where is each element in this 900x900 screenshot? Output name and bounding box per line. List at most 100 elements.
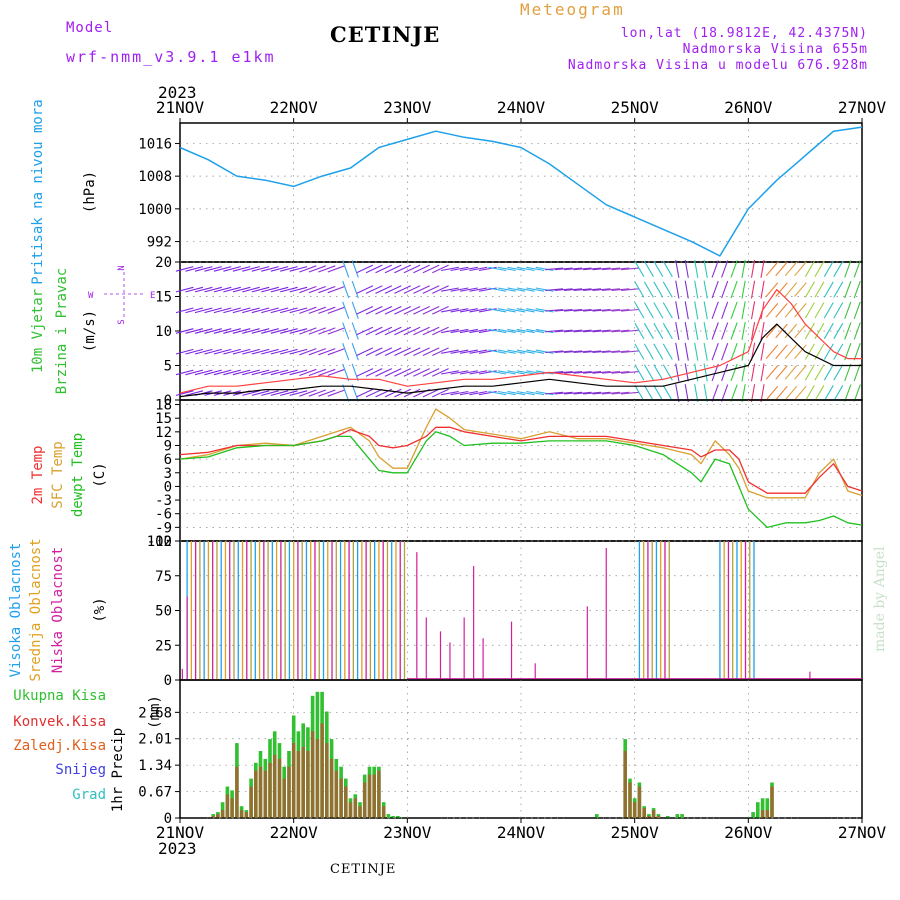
convective-precip-bar <box>220 810 225 818</box>
wind-arrow <box>488 266 507 272</box>
wind-arrow <box>356 326 374 336</box>
wind-arrow <box>601 350 621 354</box>
convective-precip-bar <box>258 766 263 818</box>
wind-arrow <box>223 348 241 355</box>
wind-arrow <box>280 328 298 334</box>
total-precip-bar <box>756 802 760 818</box>
wind-arrow <box>794 282 807 297</box>
dewpoint-line <box>179 431 863 529</box>
wind-arrow <box>422 347 440 356</box>
bottom-time-label: 26NOV <box>724 823 773 842</box>
precip-bars <box>211 691 774 818</box>
wind-arrow <box>601 329 621 333</box>
wind-arrow <box>507 328 526 334</box>
wind-arrow <box>853 260 861 278</box>
convective-precip-bar <box>647 816 651 818</box>
wind-arrow <box>583 391 602 395</box>
wind-arrow <box>823 302 834 319</box>
precip-legend-item: Ukupna Kisa <box>13 688 106 704</box>
wind-arrow <box>814 260 825 277</box>
wind-arrow <box>204 369 222 376</box>
wind-arrow <box>516 349 535 354</box>
wind-arrow <box>760 259 765 278</box>
wind-arrow <box>703 384 708 403</box>
precip-panel: 2.68 2.01 1.34 0.67 0 Ukupna Kisa Konvek.Kisa Z… <box>13 679 863 827</box>
wind-arrow <box>823 343 834 360</box>
wind-arrow <box>611 350 630 354</box>
wind-arrow <box>620 391 639 395</box>
precip-legend-item: Snijeg <box>55 762 106 778</box>
wind-arrow <box>573 350 592 354</box>
wind-arrow <box>318 348 336 356</box>
wind-arrow <box>280 286 298 293</box>
wind-arrow <box>601 391 621 395</box>
wind-arrow <box>833 302 844 319</box>
wind-ytick-label: 15 <box>155 290 172 306</box>
wind-arrow <box>653 385 664 402</box>
wind-arrow <box>694 384 699 403</box>
temperature-ytick-label: 15 <box>155 411 172 427</box>
wind-arrow <box>204 307 222 314</box>
wind-arrow <box>804 302 815 319</box>
wind-arrow <box>327 327 345 335</box>
wind-speed-line <box>179 323 862 398</box>
wind-arrow <box>684 322 689 340</box>
wind-arrow <box>289 307 308 314</box>
wind-arrow <box>432 347 449 356</box>
wind-arrow <box>422 285 440 294</box>
wind-arrow <box>760 363 765 382</box>
wind-arrow <box>365 326 383 336</box>
wind-arrow <box>592 350 611 354</box>
wind-arrow <box>413 347 430 356</box>
wind-arrow <box>308 265 326 273</box>
wind-arrow <box>213 328 232 334</box>
precip-ytick-label: 0 <box>164 811 172 827</box>
wind-arrow <box>750 384 756 403</box>
wind-arrow <box>844 384 852 402</box>
temperature-ytick-label: 3 <box>164 466 172 482</box>
total-precip-bar <box>751 812 755 818</box>
convective-precip-bar <box>277 758 282 818</box>
wind-arrow <box>814 302 825 319</box>
clouds-ytick-label: 100 <box>147 534 172 550</box>
wind-compass-n: N <box>117 265 127 270</box>
convective-precip-bar <box>367 774 372 818</box>
wind-arrow <box>592 391 611 395</box>
wind-arrow <box>204 286 222 293</box>
wind-arrow <box>592 371 611 374</box>
wind-arrow <box>185 390 204 396</box>
clouds-ytick-label: 0 <box>164 673 172 689</box>
wind-arrow <box>242 369 260 376</box>
wind-arrow <box>194 348 213 355</box>
clouds-ytick-label: 25 <box>155 638 172 654</box>
wind-arrow <box>356 388 374 398</box>
wind-arrow <box>351 322 359 340</box>
wind-arrow <box>703 301 708 320</box>
wind-arrow <box>280 369 298 376</box>
wind-arrow <box>394 368 412 377</box>
wind-arrow <box>394 264 412 274</box>
convective-precip-bar <box>760 810 765 818</box>
wind-arrow <box>450 328 469 334</box>
wind-arrow <box>422 388 440 398</box>
wind-arrow <box>573 391 592 395</box>
wind-arrow <box>662 281 673 298</box>
wind-arrow <box>730 280 738 299</box>
wind-arrow <box>213 286 232 293</box>
wind-arrow <box>833 281 844 298</box>
wind-arrow <box>459 308 478 313</box>
wind-arrow <box>721 301 729 319</box>
wind-arrow <box>526 287 545 292</box>
wind-arrow <box>653 260 664 277</box>
wind-arrow <box>251 348 270 355</box>
wind-arrow <box>554 267 573 271</box>
wind-arrow <box>469 370 488 375</box>
wind-arrow <box>289 266 308 272</box>
wind-arrow <box>662 302 673 319</box>
wind-arrow <box>684 301 689 320</box>
wind-arrow <box>356 347 374 356</box>
wind-arrow <box>535 266 554 272</box>
wind-arrow <box>488 349 507 354</box>
wind-arrow <box>564 391 583 395</box>
wind-arrow <box>643 385 654 402</box>
